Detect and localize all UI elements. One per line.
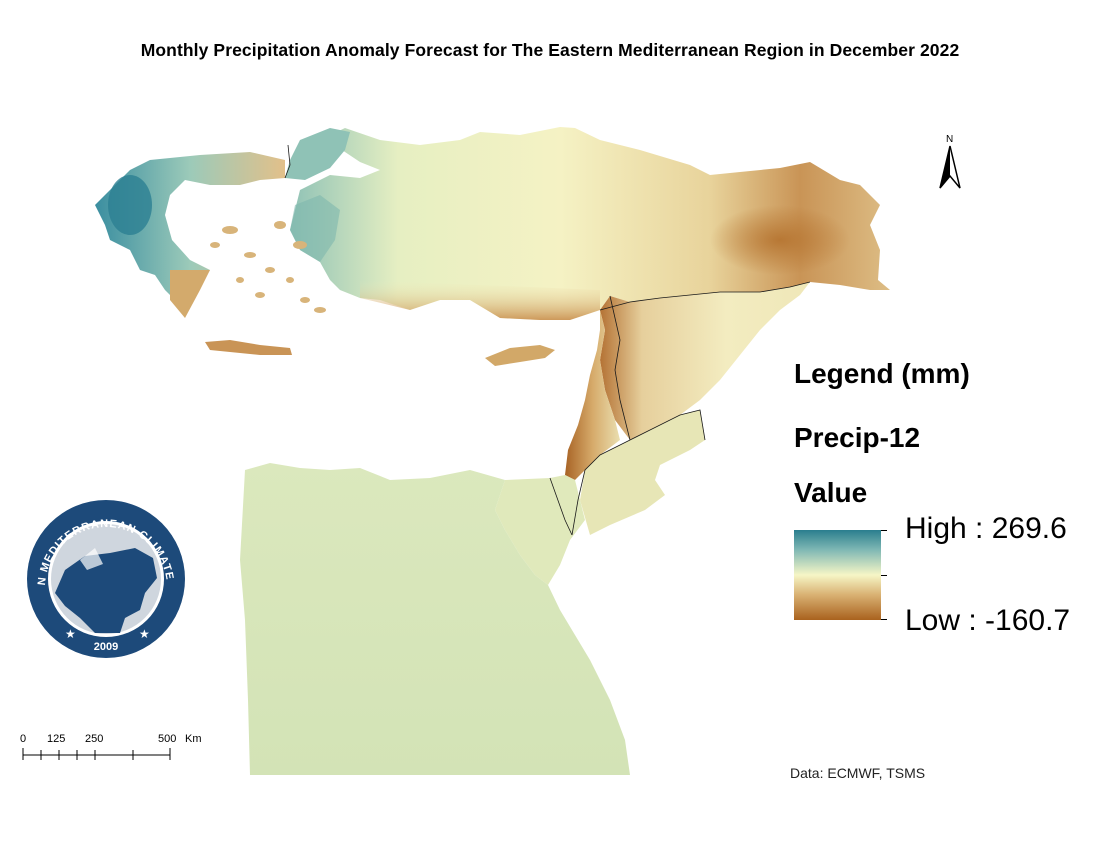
scale-label-250: 250 <box>85 733 103 745</box>
crete-island <box>205 340 292 355</box>
north-label: N <box>946 134 954 145</box>
legend-high-label: High : 269.6 <box>905 512 1067 545</box>
sinai-region <box>495 475 585 585</box>
jordan-region <box>580 410 705 535</box>
svg-text:★: ★ <box>65 627 76 641</box>
cyprus-island <box>485 345 555 366</box>
turkey-region <box>290 127 890 320</box>
legend-title: Legend (mm) <box>794 358 970 389</box>
scale-unit: Km <box>185 733 202 745</box>
logo-year: 2009 <box>94 641 118 653</box>
legend-tick-high <box>881 530 887 531</box>
scale-bar: 0 125 250 500 Km <box>20 733 202 760</box>
scale-label-125: 125 <box>47 733 65 745</box>
legend-low-label: Low : -160.7 <box>905 604 1071 637</box>
egypt-region <box>240 463 630 775</box>
svg-text:★: ★ <box>139 627 150 641</box>
emcc-logo: EASTERN MEDITERRANEAN CLIMATE CENTRE 200… <box>25 498 185 658</box>
thrace-region <box>285 128 350 180</box>
north-arrow-icon <box>939 145 961 189</box>
legend-field-name: Value <box>794 477 868 508</box>
map-title: Monthly Precipitation Anomaly Forecast f… <box>140 40 960 60</box>
legend-layer-name: Precip-12 <box>794 422 921 453</box>
scale-label-500: 500 <box>158 733 176 745</box>
syria-region <box>600 282 810 440</box>
data-source: Data: ECMWF, TSMS <box>790 765 926 781</box>
legend-color-ramp <box>794 530 881 620</box>
levant-coast <box>565 310 620 480</box>
legend-tick-mid <box>881 575 887 576</box>
scale-label-0: 0 <box>20 733 26 745</box>
legend-tick-low <box>881 619 887 620</box>
